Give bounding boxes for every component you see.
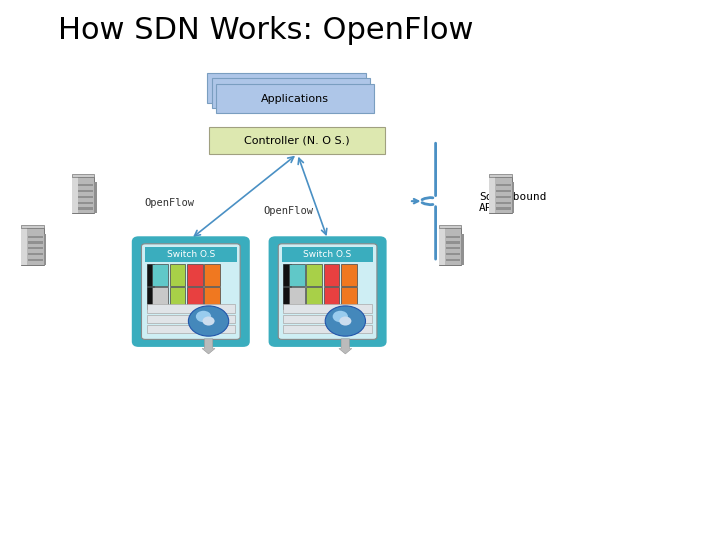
- Bar: [147, 265, 154, 286]
- Bar: [28, 259, 42, 261]
- Bar: [438, 225, 462, 228]
- FancyBboxPatch shape: [142, 244, 240, 339]
- Text: Switch O.S: Switch O.S: [166, 249, 215, 259]
- FancyBboxPatch shape: [133, 238, 249, 346]
- Bar: [446, 259, 460, 261]
- Bar: [284, 265, 290, 286]
- Circle shape: [333, 310, 348, 322]
- FancyArrow shape: [339, 339, 352, 354]
- FancyBboxPatch shape: [212, 78, 370, 108]
- Text: How SDN Works: OpenFlow: How SDN Works: OpenFlow: [58, 16, 473, 45]
- Bar: [462, 234, 464, 265]
- Bar: [284, 305, 372, 313]
- Bar: [21, 225, 44, 228]
- Bar: [187, 265, 203, 286]
- Bar: [438, 228, 445, 265]
- Circle shape: [325, 306, 366, 336]
- Text: Controller (N. O S.): Controller (N. O S.): [244, 136, 350, 145]
- Bar: [446, 241, 460, 244]
- Bar: [147, 325, 235, 333]
- Bar: [44, 234, 46, 265]
- Bar: [78, 190, 93, 192]
- Text: Applications: Applications: [261, 93, 329, 104]
- Bar: [147, 287, 154, 309]
- Bar: [284, 325, 372, 333]
- Bar: [289, 265, 305, 286]
- Bar: [204, 287, 220, 309]
- Bar: [282, 246, 373, 261]
- Text: Southbound
API: Southbound API: [479, 192, 546, 213]
- Bar: [147, 305, 235, 313]
- Bar: [496, 184, 510, 186]
- Bar: [28, 241, 42, 244]
- Bar: [170, 265, 186, 286]
- Bar: [78, 184, 93, 186]
- Bar: [289, 287, 305, 309]
- Bar: [71, 177, 78, 213]
- Circle shape: [202, 316, 215, 326]
- Bar: [78, 201, 93, 204]
- FancyBboxPatch shape: [209, 127, 385, 154]
- Bar: [145, 246, 236, 261]
- Text: Switch O.S: Switch O.S: [303, 249, 352, 259]
- Bar: [153, 265, 168, 286]
- Bar: [187, 287, 203, 309]
- FancyBboxPatch shape: [207, 73, 366, 103]
- Bar: [94, 183, 96, 213]
- Bar: [284, 287, 290, 309]
- Bar: [341, 287, 357, 309]
- Bar: [307, 265, 323, 286]
- FancyArrow shape: [202, 339, 215, 354]
- Bar: [204, 265, 220, 286]
- Bar: [446, 247, 460, 249]
- Bar: [284, 314, 372, 323]
- FancyBboxPatch shape: [216, 84, 374, 113]
- Bar: [21, 228, 44, 265]
- FancyBboxPatch shape: [279, 244, 377, 339]
- Bar: [147, 314, 235, 323]
- Circle shape: [189, 306, 229, 336]
- Bar: [496, 201, 510, 204]
- Bar: [489, 177, 495, 213]
- Bar: [28, 235, 42, 238]
- Bar: [324, 287, 340, 309]
- Bar: [446, 253, 460, 255]
- Bar: [78, 207, 93, 210]
- Bar: [489, 174, 512, 177]
- Bar: [307, 287, 323, 309]
- Bar: [496, 207, 510, 210]
- Bar: [71, 177, 94, 213]
- Bar: [28, 247, 42, 249]
- Bar: [438, 228, 462, 265]
- FancyBboxPatch shape: [269, 238, 386, 346]
- Bar: [71, 174, 94, 177]
- Bar: [324, 265, 340, 286]
- Bar: [153, 287, 168, 309]
- Bar: [496, 196, 510, 198]
- Text: OpenFlow: OpenFlow: [263, 206, 313, 215]
- Bar: [496, 190, 510, 192]
- Bar: [28, 253, 42, 255]
- Bar: [512, 183, 514, 213]
- Bar: [489, 177, 512, 213]
- Circle shape: [339, 316, 351, 326]
- Text: OpenFlow: OpenFlow: [144, 198, 194, 207]
- Bar: [446, 235, 460, 238]
- Circle shape: [196, 310, 211, 322]
- Bar: [21, 228, 27, 265]
- Bar: [78, 196, 93, 198]
- Bar: [170, 287, 186, 309]
- Bar: [341, 265, 357, 286]
